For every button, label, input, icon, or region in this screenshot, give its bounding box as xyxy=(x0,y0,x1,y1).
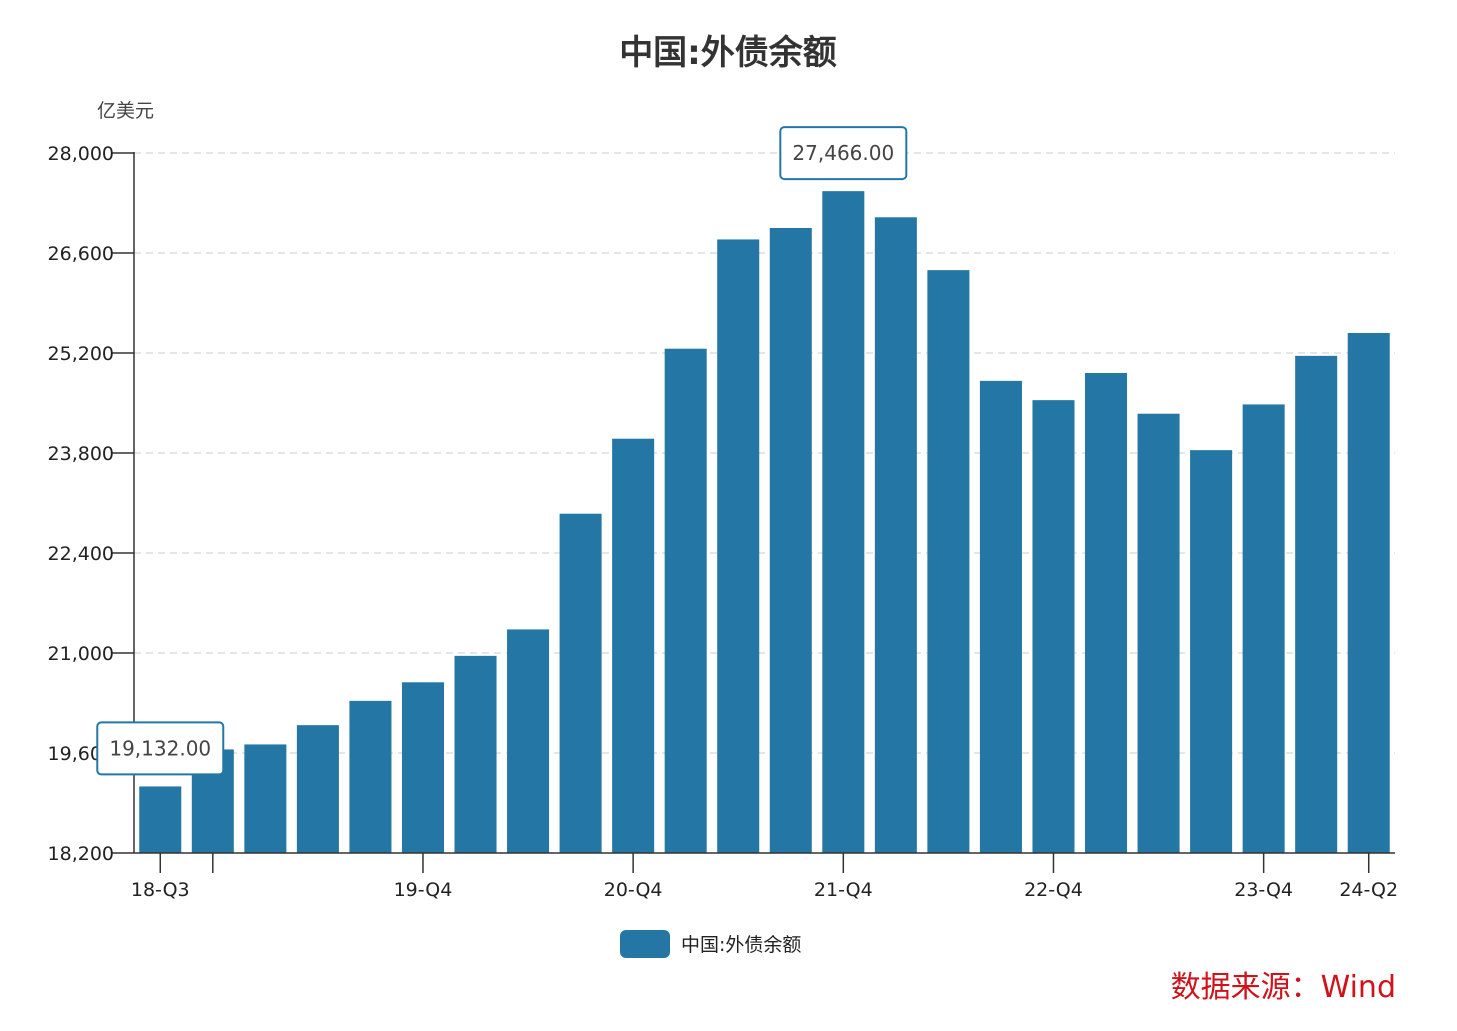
bar-20-Q2[interactable] xyxy=(507,629,550,853)
callout-21-Q4: 27,466.00 xyxy=(779,126,908,181)
bar-23-Q2[interactable] xyxy=(1137,413,1180,853)
source-note: 数据来源：Wind xyxy=(1171,970,1396,1005)
y-tick-label: 23,800 xyxy=(48,443,114,465)
x-tick-label: 23-Q4 xyxy=(1234,879,1293,901)
legend[interactable]: 中国:外债余额 xyxy=(620,930,801,958)
legend-label[interactable]: 中国:外债余额 xyxy=(681,934,801,956)
x-tick-label: 24-Q2 xyxy=(1339,879,1398,901)
x-tick-label: 21-Q4 xyxy=(814,879,873,901)
callout-label: 19,132.00 xyxy=(109,736,211,760)
callout-box xyxy=(96,721,225,776)
y-tick-label: 28,000 xyxy=(48,143,114,165)
x-tick-label: 19-Q4 xyxy=(394,879,453,901)
grid-lines xyxy=(134,152,1395,754)
bar-24-Q2[interactable] xyxy=(1347,333,1390,853)
bar-24-Q1[interactable] xyxy=(1295,355,1338,853)
bar-22-Q1[interactable] xyxy=(874,217,917,854)
bar-23-Q1[interactable] xyxy=(1085,373,1128,853)
bar-23-Q3[interactable] xyxy=(1190,450,1233,853)
bar-22-Q4[interactable] xyxy=(1032,400,1075,853)
bar-22-Q2[interactable] xyxy=(927,270,970,854)
bar-21-Q3[interactable] xyxy=(769,228,812,853)
bar-20-Q1[interactable] xyxy=(454,655,497,853)
bar-21-Q4[interactable] xyxy=(822,191,865,854)
callout-label: 27,466.00 xyxy=(792,141,894,165)
chart-title: 中国:外债余额 xyxy=(619,33,837,73)
bar-20-Q4[interactable] xyxy=(612,438,655,853)
bar-19-Q3[interactable] xyxy=(349,700,392,853)
y-tick-label: 26,600 xyxy=(48,243,114,265)
y-tick-label: 25,200 xyxy=(48,343,114,365)
y-axis-unit-label: 亿美元 xyxy=(97,100,154,122)
bar-22-Q3[interactable] xyxy=(979,380,1022,853)
bar-19-Q1[interactable] xyxy=(244,744,287,853)
x-axis-ticks: 18-Q3 19-Q4 20-Q4 21-Q4 22-Q4 23-Q4 24-Q2 xyxy=(131,853,1398,901)
x-tick-label: 20-Q4 xyxy=(604,879,663,901)
bar-21-Q1[interactable] xyxy=(664,348,707,853)
x-tick-label: 22-Q4 xyxy=(1024,879,1083,901)
bar-19-Q2[interactable] xyxy=(296,725,339,853)
bar-20-Q3[interactable] xyxy=(559,513,602,853)
callout-18-Q3: 19,132.00 xyxy=(96,721,225,776)
legend-swatch[interactable] xyxy=(620,930,670,958)
bar-21-Q2[interactable] xyxy=(717,239,760,853)
bar-19-Q4[interactable] xyxy=(401,682,444,853)
y-tick-label: 21,000 xyxy=(48,643,114,665)
data-callouts: 19,132.00 27,466.00 xyxy=(96,126,908,776)
callout-box xyxy=(779,126,908,181)
x-tick-label: 18-Q3 xyxy=(131,879,190,901)
bars-group xyxy=(139,191,1390,854)
bar-23-Q4[interactable] xyxy=(1242,404,1285,853)
y-tick-label: 18,200 xyxy=(48,843,114,865)
y-tick-label: 22,400 xyxy=(48,543,114,565)
bar-18-Q3[interactable] xyxy=(139,786,182,853)
